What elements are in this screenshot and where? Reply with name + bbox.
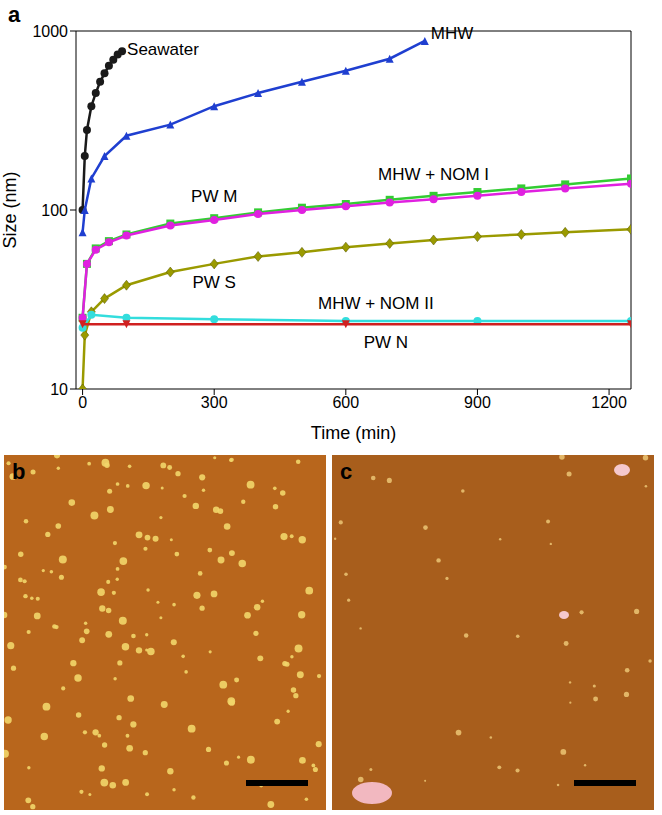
- svg-text:1000: 1000: [32, 23, 68, 40]
- svg-text:Time (min): Time (min): [311, 423, 396, 443]
- html-text:a: a: [8, 2, 21, 27]
- svg-text:300: 300: [201, 394, 228, 411]
- svg-text:600: 600: [332, 394, 359, 411]
- svg-text:MHW + NOM II: MHW + NOM II: [318, 294, 434, 313]
- svg-text:PW M: PW M: [191, 187, 237, 206]
- svg-text:1200: 1200: [591, 394, 627, 411]
- svg-text:MHW: MHW: [431, 24, 473, 43]
- svg-text:10: 10: [50, 381, 68, 398]
- svg-text:PW N: PW N: [364, 333, 408, 352]
- svg-text:0: 0: [78, 394, 87, 411]
- svg-text:100: 100: [41, 202, 68, 219]
- svg-text:MHW + NOM I: MHW + NOM I: [378, 165, 489, 184]
- svg-text:900: 900: [464, 394, 491, 411]
- html-text:b: b: [12, 459, 26, 484]
- svg-text:PW S: PW S: [192, 273, 235, 292]
- svg-text:Size (nm): Size (nm): [0, 171, 20, 248]
- svg-text:Seawater: Seawater: [127, 40, 199, 59]
- html-text:c: c: [340, 459, 353, 484]
